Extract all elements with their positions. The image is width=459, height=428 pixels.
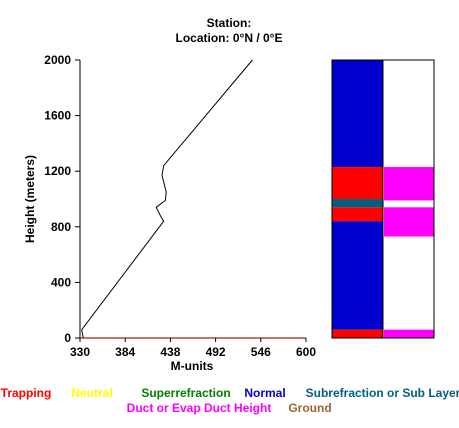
- x-tick-label: 546: [251, 345, 271, 359]
- y-tick-label: 0: [64, 331, 71, 345]
- duct-layer-bar: [331, 59, 435, 339]
- y-axis-label: Height (meters): [23, 155, 37, 243]
- x-tick-label: 330: [70, 345, 90, 359]
- layer-segment: [332, 221, 383, 330]
- x-tick-label: 492: [206, 345, 226, 359]
- legend-entry: Duct or Evap Duct Height: [127, 401, 272, 415]
- layer-segment: [332, 207, 383, 222]
- legend-entry: Normal: [244, 386, 285, 400]
- station-title: Station:: [207, 16, 252, 30]
- x-axis-ticks: 330 384 438 492 546 600: [70, 338, 316, 359]
- y-tick-label: 800: [51, 220, 71, 234]
- x-tick-label: 600: [296, 345, 316, 359]
- layer-segment: [332, 199, 383, 208]
- layer-segment: [332, 167, 383, 199]
- legend-entry: Neutral: [71, 386, 112, 400]
- chart-legend: Trapping Neutral Superrefraction Normal Subr…: [1, 386, 459, 415]
- y-tick-label: 400: [51, 275, 71, 289]
- x-tick-label: 384: [115, 345, 135, 359]
- legend-entry: Ground: [288, 401, 331, 415]
- y-axis-ticks: 0 400 800 1200 1600 2000: [44, 53, 80, 345]
- x-tick-label: 438: [160, 345, 180, 359]
- layer-segment: [332, 60, 383, 168]
- legend-entry: Subrefraction or Sub Layer: [306, 386, 459, 400]
- duct-segment: [384, 207, 434, 237]
- layer-segment: [332, 329, 383, 338]
- legend-entry: Trapping: [1, 386, 52, 400]
- x-axis-label: M-units: [171, 359, 214, 373]
- location-title: Location: 0°N / 0°E: [176, 31, 283, 45]
- duct-segment: [384, 329, 434, 338]
- y-tick-label: 1600: [44, 109, 71, 123]
- legend-entry: Superrefraction: [141, 386, 230, 400]
- duct-segment: [384, 167, 434, 201]
- m-unit-profile: [81, 59, 253, 339]
- y-tick-label: 1200: [44, 164, 71, 178]
- y-tick-label: 2000: [44, 53, 71, 67]
- series-line: [81, 59, 253, 339]
